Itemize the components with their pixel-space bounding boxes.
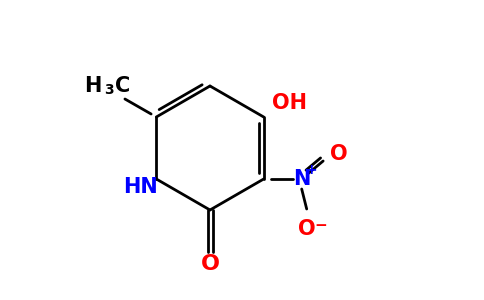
Text: O: O [331, 144, 348, 164]
Text: OH: OH [272, 93, 307, 113]
Text: O: O [200, 254, 220, 274]
Text: +: + [306, 163, 318, 177]
Text: N: N [293, 169, 310, 189]
Text: C: C [115, 76, 130, 96]
Text: O: O [298, 219, 316, 239]
Text: HN: HN [123, 177, 158, 197]
Text: −: − [314, 218, 327, 232]
Text: H: H [85, 76, 102, 96]
Text: 3: 3 [104, 83, 114, 97]
